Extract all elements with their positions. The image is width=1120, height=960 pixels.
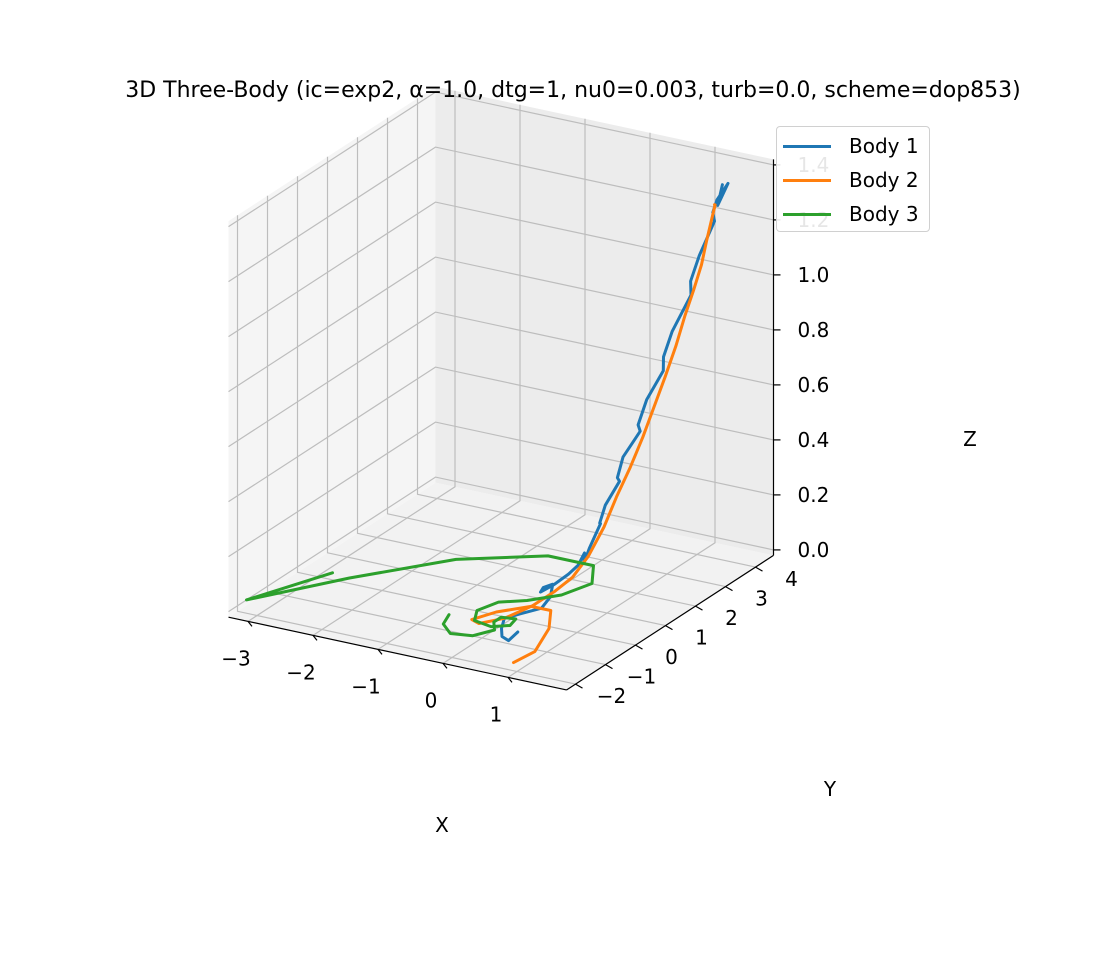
axis-lines: [228, 159, 775, 691]
legend-label-body-2: Body 2: [849, 168, 919, 192]
x-tick-label: 0: [425, 688, 438, 712]
y-tick-6: [755, 566, 763, 572]
grid-z-1: [228, 421, 774, 558]
x-tick-4: [507, 676, 513, 683]
x-tick-2: [377, 648, 383, 655]
grid-z-4: [228, 256, 774, 393]
legend-item-body-2: Body 2: [783, 163, 919, 197]
y-axis-line: [566, 554, 774, 691]
y-tick-5: [725, 586, 733, 592]
z-tick-label: 0.8: [798, 318, 830, 342]
x-tick-3: [442, 662, 448, 669]
z-tick-label: 0.2: [798, 483, 830, 507]
grid-z-3: [228, 311, 774, 448]
legend-line-body-1: [783, 144, 831, 148]
legend-item-body-1: Body 1: [783, 129, 919, 163]
grid-lines: [228, 90, 774, 685]
y-tick-label: 2: [725, 606, 738, 630]
grid-y-4: [356, 137, 696, 607]
grid-y-6: [416, 98, 756, 568]
series-line-body-3: [245, 554, 595, 638]
y-tick-1: [605, 664, 613, 670]
grid-z-7: [228, 91, 774, 228]
y-tick-label: 0: [665, 645, 678, 669]
left-pane: [228, 86, 436, 618]
legend-label-body-1: Body 1: [849, 134, 919, 158]
legend: Body 1 Body 2 Body 3: [776, 126, 930, 232]
y-tick-label: −1: [627, 665, 656, 689]
y-tick-label: 3: [755, 587, 768, 611]
grid-y-0: [236, 215, 576, 685]
y-tick-2: [635, 644, 643, 650]
x-axis-line: [228, 616, 567, 691]
y-tick-label: 4: [785, 567, 798, 591]
x-axis-label: X: [435, 813, 449, 837]
grid-z-0: [228, 476, 774, 613]
z-tick-label: 0.4: [798, 428, 830, 452]
y-tick-4: [695, 605, 703, 611]
x-tick-0: [247, 620, 253, 627]
grid-z-5: [228, 201, 774, 338]
legend-line-body-3: [783, 212, 831, 216]
x-tick-label: −2: [286, 660, 315, 684]
grid-z-6: [228, 146, 774, 283]
z-tick-label: 1.0: [798, 263, 830, 287]
x-tick-label: −1: [351, 674, 380, 698]
legend-line-body-2: [783, 178, 831, 182]
y-tick-3: [665, 625, 673, 631]
y-tick-label: 1: [695, 626, 708, 650]
series-line-body-2: [470, 203, 717, 665]
x-tick-label: −3: [221, 646, 250, 670]
x-tick-label: 1: [490, 702, 503, 726]
legend-label-body-3: Body 3: [849, 202, 919, 226]
y-tick-0: [575, 683, 583, 689]
grid-y-2: [296, 176, 636, 646]
y-axis-label: Y: [823, 777, 837, 801]
grid-y-3: [326, 156, 666, 627]
y-tick-label: −2: [597, 684, 626, 708]
grid-y-5: [386, 117, 726, 588]
z-axis-label: Z: [963, 427, 977, 451]
series-layer: [245, 181, 730, 665]
back-pane: [435, 86, 774, 556]
axes-panes: [228, 86, 774, 690]
grid-z-2: [228, 366, 774, 503]
series-line-body-1: [500, 181, 730, 643]
chart-title: 3D Three-Body (ic=exp2, α=1.0, dtg=1, nu…: [125, 78, 1021, 103]
x-tick-1: [312, 634, 318, 641]
z-tick-label: 0.0: [798, 538, 830, 562]
legend-item-body-3: Body 3: [783, 197, 919, 231]
z-tick-label: 0.6: [798, 373, 830, 397]
